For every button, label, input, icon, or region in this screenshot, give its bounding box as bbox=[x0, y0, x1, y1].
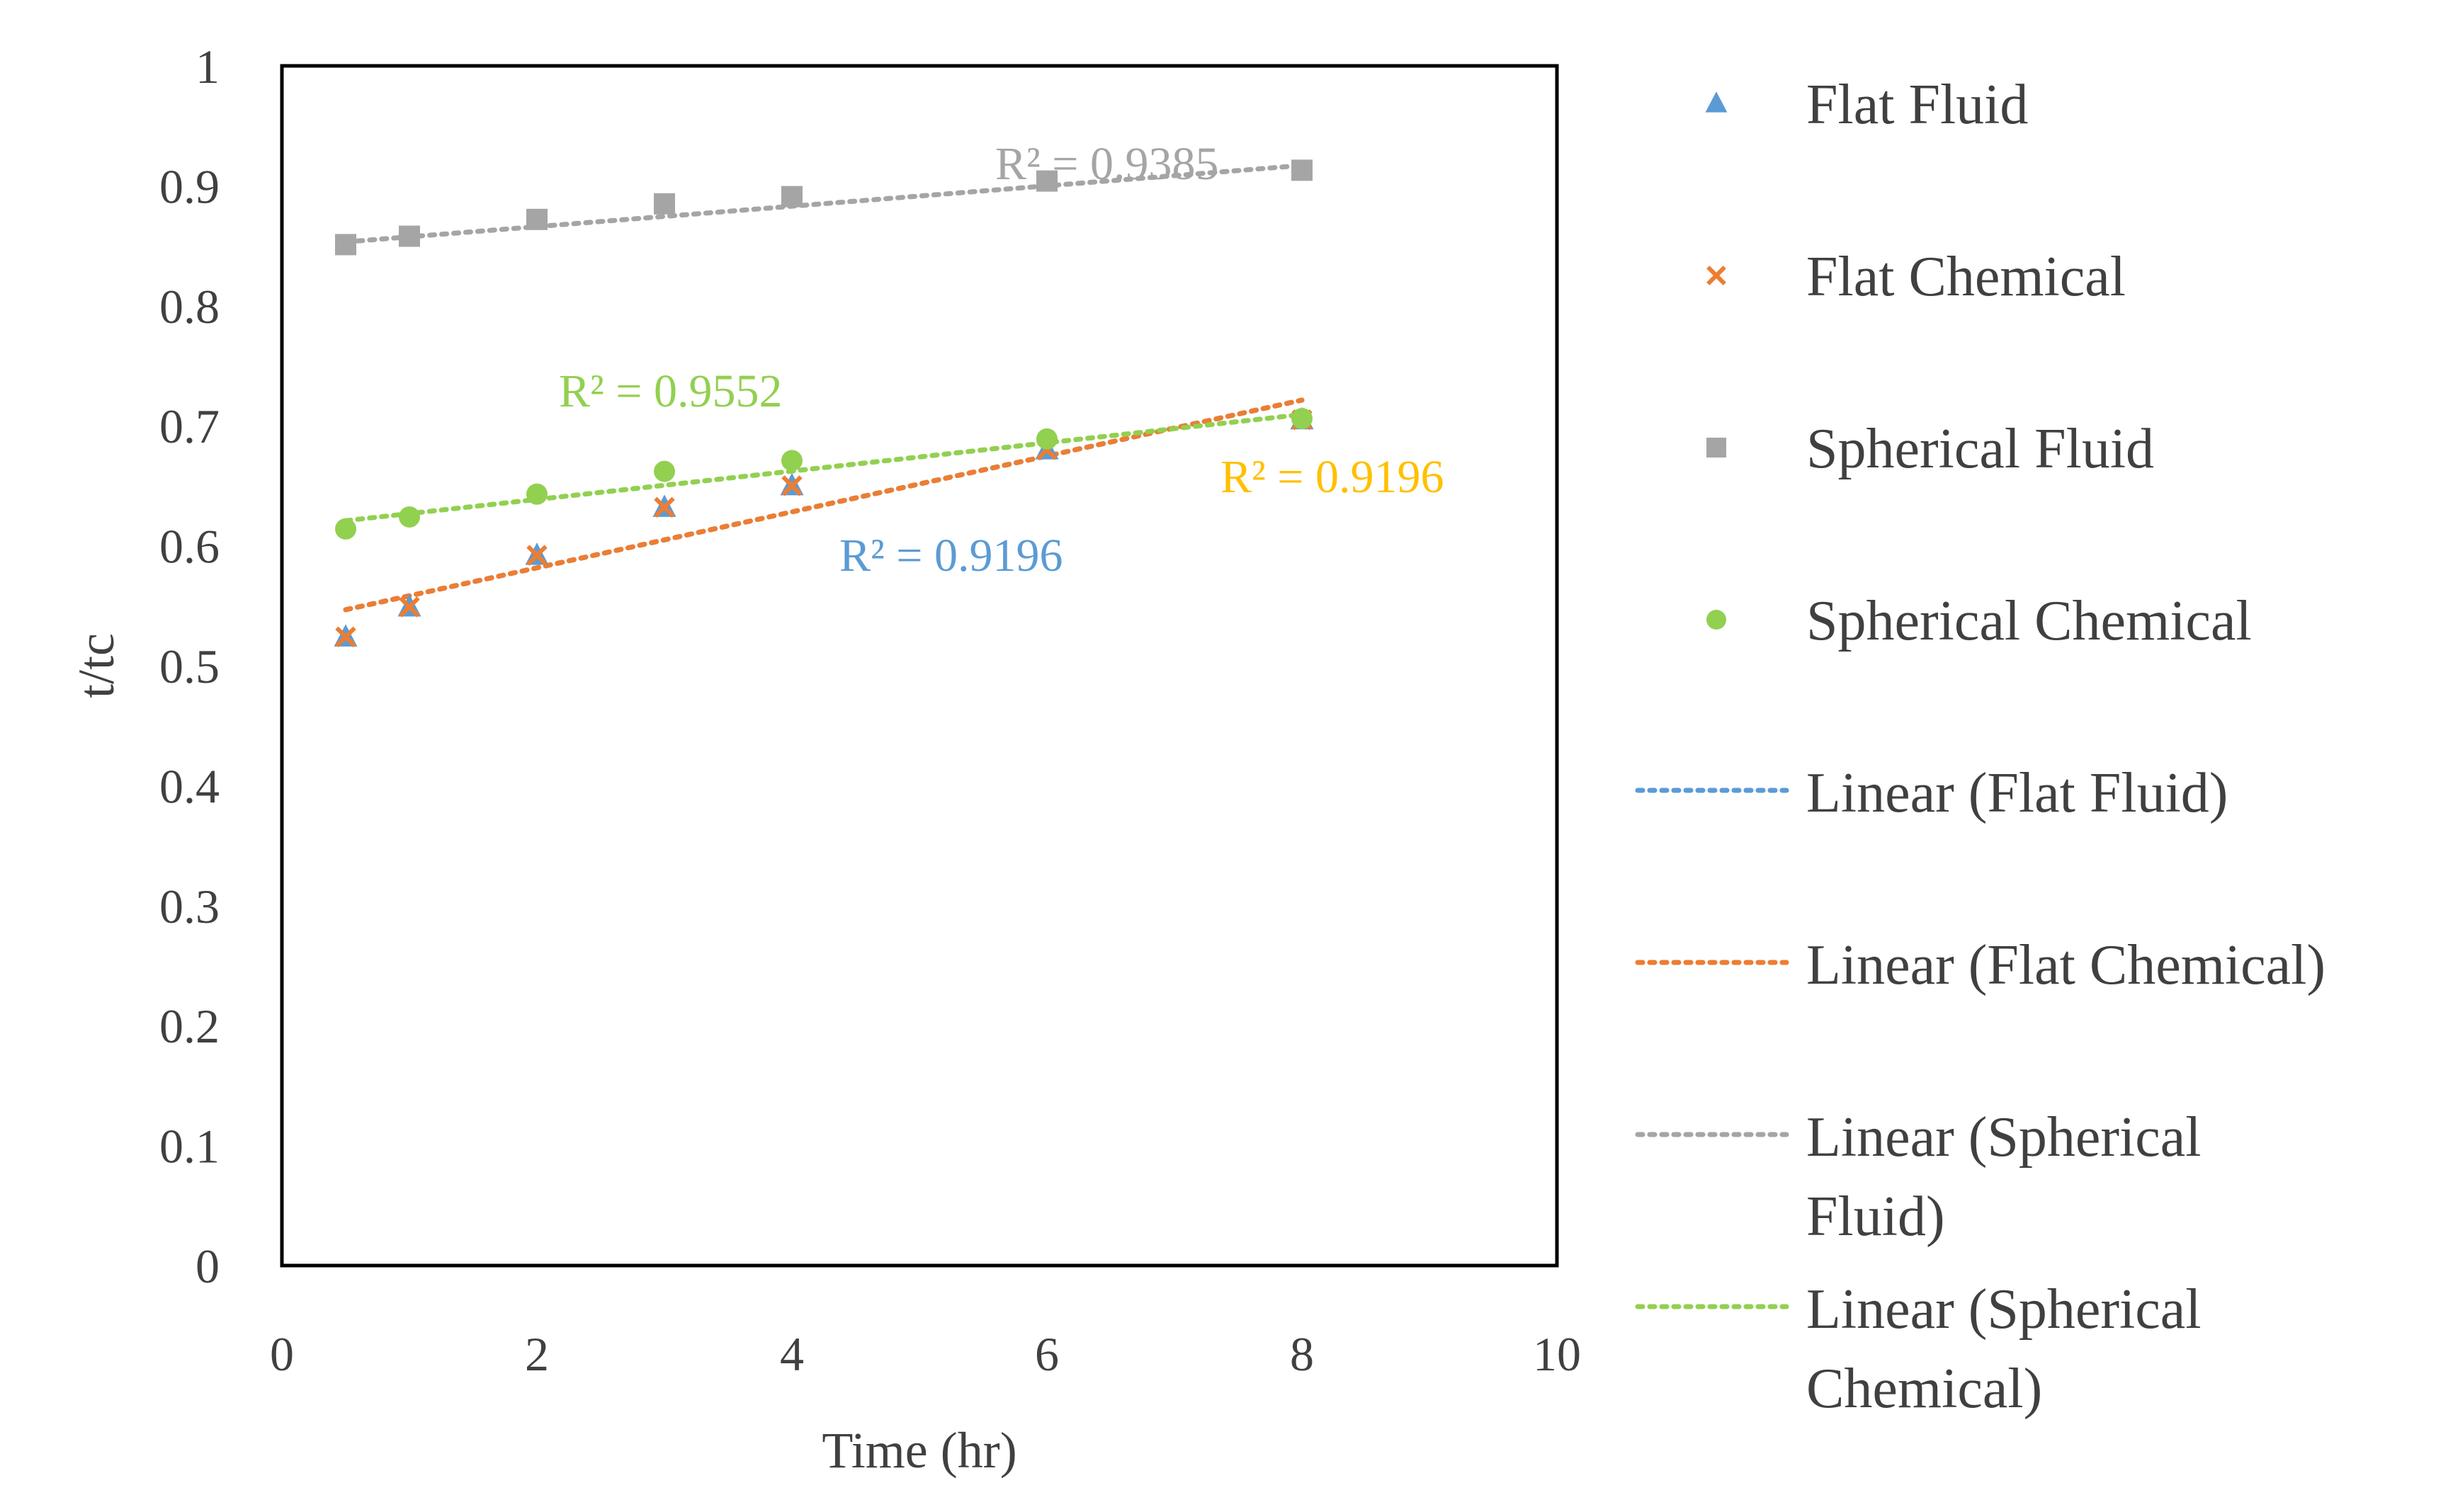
r2-label: R² = 0.9196 bbox=[1220, 451, 1444, 503]
marker-spherical-fluid bbox=[399, 225, 420, 247]
y-tick-label: 0.4 bbox=[159, 759, 220, 813]
x-tick-label: 8 bbox=[1290, 1327, 1314, 1381]
y-tick-label: 0.2 bbox=[159, 999, 220, 1053]
legend: Flat Fluid Flat Chemical Spherical Fluid Sp… bbox=[1635, 74, 2325, 1420]
legend-symbol bbox=[1706, 266, 1726, 285]
trendlines bbox=[343, 163, 1305, 613]
trendline-spherical-chemical bbox=[343, 411, 1305, 523]
legend-label-line: Spherical Chemical bbox=[1806, 590, 2252, 652]
marker-flat-chemical bbox=[526, 545, 548, 566]
marker-spherical-chemical bbox=[1036, 428, 1058, 450]
trendline-spherical-fluid bbox=[343, 163, 1305, 245]
legend-label-line: Spherical Fluid bbox=[1806, 418, 2154, 480]
x-tick-label: 6 bbox=[1035, 1327, 1059, 1381]
y-tick-label: 1 bbox=[196, 40, 220, 93]
legend-label-line: Fluid) bbox=[1806, 1186, 1945, 1248]
legend-symbol bbox=[1706, 438, 1726, 457]
marker-flat-chemical bbox=[399, 596, 420, 618]
legend-item: Linear (Spherical Fluid) bbox=[1635, 1106, 2202, 1248]
marker-flat-chemical-stroke bbox=[781, 475, 803, 496]
marker-spherical-chemical bbox=[526, 483, 548, 505]
marker-spherical-chemical bbox=[654, 460, 675, 482]
marker-spherical-chemical bbox=[1291, 408, 1313, 430]
data-markers bbox=[334, 159, 1314, 648]
legend-label: Spherical Chemical bbox=[1806, 590, 2252, 652]
legend-label: Linear (Spherical Chemical) bbox=[1806, 1278, 2202, 1420]
marker-spherical-fluid bbox=[1036, 170, 1058, 192]
trendline-flat-chemical bbox=[343, 397, 1305, 613]
legend-label: Linear (Flat Fluid) bbox=[1806, 762, 2228, 824]
legend-symbol-stroke bbox=[1706, 266, 1726, 285]
y-tick-label: 0.6 bbox=[159, 520, 220, 574]
legend-label-line: Linear (Spherical bbox=[1806, 1106, 2202, 1169]
legend-item: Flat Chemical bbox=[1706, 246, 2126, 308]
x-tick-label: 0 bbox=[270, 1327, 294, 1381]
legend-item: Linear (Flat Fluid) bbox=[1635, 762, 2228, 824]
legend-label: Flat Fluid bbox=[1806, 74, 2028, 136]
y-tick-label: 0.9 bbox=[159, 159, 220, 213]
r2-labels: R² = 0.9196 R² = 0.9196 R² = 0.9385 R² = 0.… bbox=[559, 138, 1444, 581]
y-tick-label: 0.5 bbox=[159, 640, 220, 693]
x-tick-label: 10 bbox=[1533, 1327, 1581, 1381]
plot-area bbox=[280, 64, 1559, 1268]
legend-label: Flat Chemical bbox=[1806, 246, 2126, 308]
legend-item: Flat Fluid bbox=[1705, 74, 2028, 136]
marker-flat-chemical bbox=[781, 475, 803, 496]
y-tick-label: 0.3 bbox=[159, 880, 220, 933]
legend-label: Linear (Flat Chemical) bbox=[1806, 934, 2325, 996]
marker-spherical-fluid bbox=[654, 193, 675, 215]
y-tick-label: 0.8 bbox=[159, 280, 220, 334]
legend-label: Spherical Fluid bbox=[1806, 418, 2154, 480]
legend-item: Linear (Spherical Chemical) bbox=[1635, 1278, 2202, 1420]
y-tick-label: 0.1 bbox=[159, 1120, 220, 1173]
r2-label: R² = 0.9385 bbox=[995, 138, 1219, 190]
marker-flat-chemical bbox=[654, 496, 675, 518]
y-axis-title: t/tc bbox=[68, 633, 125, 698]
legend-label-line: Chemical) bbox=[1806, 1358, 2042, 1420]
y-axis: 0 0.1 0.2 0.3 0.4 0.5 0.6 0.7 0.8 0.9 1 bbox=[159, 40, 220, 1293]
x-tick-label: 4 bbox=[780, 1327, 804, 1381]
marker-flat-chemical bbox=[335, 626, 356, 648]
marker-spherical-fluid bbox=[1291, 159, 1313, 181]
legend-item: Spherical Chemical bbox=[1706, 590, 2252, 652]
legend-label-line: Linear (Flat Fluid) bbox=[1806, 762, 2228, 824]
x-axis-title: Time (hr) bbox=[822, 1422, 1016, 1479]
y-tick-label: 0 bbox=[196, 1239, 220, 1293]
r2-label: R² = 0.9196 bbox=[839, 530, 1063, 581]
marker-flat-chemical-stroke bbox=[399, 596, 420, 618]
marker-spherical-fluid bbox=[335, 234, 356, 256]
legend-symbol bbox=[1705, 91, 1728, 113]
legend-label-line: Linear (Flat Chemical) bbox=[1806, 934, 2325, 996]
marker-flat-chemical-stroke bbox=[654, 496, 675, 518]
marker-spherical-fluid bbox=[526, 208, 548, 230]
marker-flat-chemical-stroke bbox=[526, 545, 548, 566]
marker-flat-chemical-stroke bbox=[335, 626, 356, 648]
x-axis: 0 2 4 6 8 10 bbox=[270, 1327, 1581, 1381]
marker-spherical-fluid bbox=[781, 186, 803, 208]
legend-label-line: Flat Chemical bbox=[1806, 246, 2126, 308]
legend-label-line: Linear (Spherical bbox=[1806, 1278, 2202, 1341]
marker-spherical-chemical bbox=[335, 518, 356, 540]
legend-item: Linear (Flat Chemical) bbox=[1635, 934, 2325, 996]
r2-label: R² = 0.9552 bbox=[559, 365, 783, 417]
marker-spherical-chemical bbox=[781, 450, 803, 472]
legend-symbol bbox=[1706, 610, 1726, 630]
legend-item: Spherical Fluid bbox=[1706, 418, 2154, 480]
marker-spherical-chemical bbox=[399, 506, 420, 528]
legend-label: Linear (Spherical Fluid) bbox=[1806, 1106, 2202, 1248]
x-tick-label: 2 bbox=[525, 1327, 549, 1381]
y-tick-label: 0.7 bbox=[159, 399, 220, 453]
legend-label-line: Flat Fluid bbox=[1806, 74, 2028, 136]
